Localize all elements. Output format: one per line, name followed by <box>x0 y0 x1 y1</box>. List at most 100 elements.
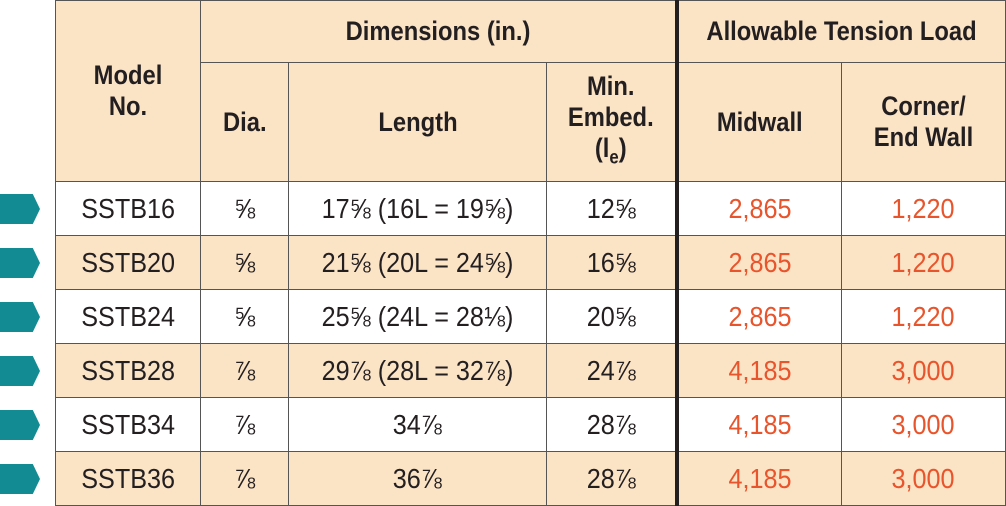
cell-embed-text: 24⅞ <box>586 354 636 386</box>
cell-dia-text: ⅞ <box>233 408 256 440</box>
cell-model: SSTB28 <box>55 343 201 398</box>
header-midwall-label: Midwall <box>716 106 803 137</box>
cell-midwall-text: 2,865 <box>728 246 792 278</box>
table-row: SSTB36 ⅞ 36⅞ 28⅞ 4,185 3,000 <box>55 451 1006 506</box>
cell-embed-text: 20⅝ <box>586 300 636 332</box>
header-min-embed-line1: Min. <box>587 70 635 101</box>
cell-corner: 3,000 <box>841 451 1006 506</box>
cell-midwall: 4,185 <box>674 397 843 452</box>
cell-midwall-text: 4,185 <box>728 354 792 386</box>
cell-corner: 1,220 <box>841 289 1006 344</box>
cell-dia: ⅝ <box>200 289 289 344</box>
cell-length: 25⅝ (24L = 28⅛) <box>288 289 547 344</box>
header-corner-line2: End Wall <box>873 122 974 152</box>
cell-corner-text: 3,000 <box>891 354 956 386</box>
table-row: SSTB24 ⅝ 25⅝ (24L = 28⅛) 20⅝ 2,865 1,220 <box>55 289 1006 344</box>
cell-model: SSTB16 <box>55 181 201 236</box>
cell-length-text: 21⅝ (20L = 24⅝) <box>321 246 514 278</box>
cell-length-text: 25⅝ (24L = 28⅛) <box>321 300 514 332</box>
cell-dia: ⅝ <box>200 235 289 290</box>
header-min-embed-sub: e <box>609 147 619 169</box>
cell-midwall-text: 4,185 <box>728 408 792 440</box>
cell-corner-text: 1,220 <box>891 300 956 332</box>
cell-corner-text: 1,220 <box>891 246 956 278</box>
cell-length-text: 17⅝ (16L = 19⅝) <box>321 192 514 224</box>
cell-corner: 1,220 <box>841 181 1006 236</box>
header-model-no-label: Model No. <box>93 60 163 121</box>
cell-embed: 24⅞ <box>545 343 678 398</box>
header-corner-end-wall: Corner/ End Wall <box>841 62 1006 182</box>
arrow-tab-icon <box>0 248 40 278</box>
header-min-embed: Min. Embed. (le) <box>545 62 678 182</box>
cell-corner-text: 1,220 <box>891 192 956 224</box>
header-min-embed-line2: Embed. <box>567 101 654 132</box>
header-length-label: Length <box>377 106 458 137</box>
cell-model-text: SSTB28 <box>81 354 175 386</box>
arrow-tab-icon <box>0 356 40 386</box>
cell-embed: 28⅞ <box>545 451 678 506</box>
cell-embed-text: 16⅝ <box>586 246 636 278</box>
cell-embed-text: 28⅞ <box>586 408 636 440</box>
cell-corner: 1,220 <box>841 235 1006 290</box>
cell-dia: ⅞ <box>200 397 289 452</box>
cell-length: 17⅝ (16L = 19⅝) <box>288 181 547 236</box>
header-model-no: Model No. <box>55 0 201 182</box>
header-corner-line1: Corner/ <box>881 91 966 121</box>
cell-model-text: SSTB36 <box>81 462 175 494</box>
cell-length-text: 36⅞ <box>392 462 443 494</box>
cell-embed: 16⅝ <box>545 235 678 290</box>
table-row: SSTB20 ⅝ 21⅝ (20L = 24⅝) 16⅝ 2,865 1,220 <box>55 235 1006 290</box>
arrow-tab-icon <box>0 302 40 332</box>
header-length: Length <box>288 62 547 182</box>
cell-dia: ⅞ <box>200 451 289 506</box>
cell-corner-text: 3,000 <box>891 462 956 494</box>
cell-corner: 3,000 <box>841 397 1006 452</box>
cell-model-text: SSTB16 <box>81 192 175 224</box>
cell-midwall-text: 2,865 <box>728 300 792 332</box>
cell-model-text: SSTB24 <box>81 300 175 332</box>
cell-model-text: SSTB34 <box>81 408 175 440</box>
arrow-tab-icon <box>0 194 40 224</box>
cell-dia-text: ⅝ <box>233 246 256 278</box>
cell-midwall-text: 2,865 <box>728 192 792 224</box>
cell-length: 36⅞ <box>288 451 547 506</box>
cell-dia-text: ⅞ <box>233 354 256 386</box>
cell-model: SSTB20 <box>55 235 201 290</box>
cell-midwall: 2,865 <box>674 235 843 290</box>
cell-length: 34⅞ <box>288 397 547 452</box>
cell-midwall-text: 4,185 <box>728 462 792 494</box>
cell-midwall: 2,865 <box>674 289 843 344</box>
arrow-tab-icon <box>0 464 40 494</box>
header-midwall: Midwall <box>674 62 843 182</box>
cell-corner-text: 3,000 <box>891 408 956 440</box>
cell-dia-text: ⅝ <box>233 300 256 332</box>
header-corner-label: Corner/ End Wall <box>874 91 973 153</box>
table-row: SSTB28 ⅞ 29⅞ (28L = 32⅞) 24⅞ 4,185 3,000 <box>55 343 1006 398</box>
cell-length-text: 34⅞ <box>392 408 443 440</box>
cell-dia-text: ⅞ <box>233 462 256 494</box>
cell-model: SSTB36 <box>55 451 201 506</box>
cell-length-text: 29⅞ (28L = 32⅞) <box>321 354 514 386</box>
header-dimensions-label: Dimensions (in.) <box>345 16 531 46</box>
table-row: SSTB34 ⅞ 34⅞ 28⅞ 4,185 3,000 <box>55 397 1006 452</box>
header-dia: Dia. <box>200 62 289 182</box>
cell-midwall: 2,865 <box>674 181 843 236</box>
cell-corner: 3,000 <box>841 343 1006 398</box>
cell-midwall: 4,185 <box>674 451 843 506</box>
cell-embed: 28⅞ <box>545 397 678 452</box>
cell-midwall: 4,185 <box>674 343 843 398</box>
arrow-tab-icon <box>0 410 40 440</box>
cell-embed: 20⅝ <box>545 289 678 344</box>
header-min-embed-label: Min. Embed. (le) <box>567 70 654 169</box>
header-min-embed-symbol: l <box>602 132 610 163</box>
header-dimensions: Dimensions (in.) <box>199 0 678 63</box>
cell-model: SSTB24 <box>55 289 201 344</box>
cell-model: SSTB34 <box>55 397 201 452</box>
header-dia-label: Dia. <box>222 106 267 137</box>
cell-embed: 12⅝ <box>545 181 678 236</box>
cell-dia: ⅝ <box>200 181 289 236</box>
specification-table: Model No. Dimensions (in.) Allowable Ten… <box>55 0 1006 506</box>
cell-embed-text: 28⅞ <box>586 462 636 494</box>
cell-length: 21⅝ (20L = 24⅝) <box>288 235 547 290</box>
header-allowable-label: Allowable Tension Load <box>706 16 977 46</box>
